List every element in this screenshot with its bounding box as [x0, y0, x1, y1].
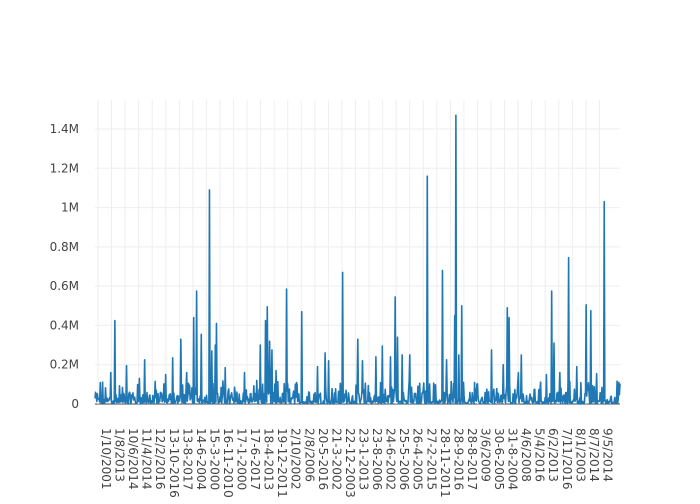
x-tick-label: 19-12-2011 — [275, 428, 289, 498]
x-tick-label: 25-5-2006 — [397, 428, 411, 490]
y-tick-label: 1.2M — [50, 161, 79, 175]
x-tick-label: 6/2/2013 — [546, 428, 560, 482]
x-tick-label: 16-11-2010 — [221, 428, 235, 498]
x-tick-label: 14-6-2004 — [194, 428, 208, 490]
x-tick-label: 11/4/2014 — [140, 428, 154, 490]
x-tick-label: 8/7/2014 — [587, 428, 601, 482]
y-tick-label: 0.8M — [50, 240, 79, 254]
x-tick-label: 28-9-2016 — [451, 428, 465, 490]
x-tick-label: 2/8/2006 — [302, 428, 316, 482]
x-tick-label: 13-10-2016 — [167, 428, 181, 498]
x-tick-label: 7/11/2016 — [560, 428, 574, 490]
x-axis: 1/10/2001 1/8/2013 10/6/2014 11/4/2014 12/2/… — [99, 428, 614, 498]
x-tick-label: 28-8-2017 — [465, 428, 479, 490]
x-tick-label: 5/4/2016 — [533, 428, 547, 482]
x-tick-label: 26-4-2005 — [411, 428, 425, 490]
x-tick-label: 21-3-2002 — [329, 428, 343, 490]
x-tick-label: 13-8-2017 — [180, 428, 194, 490]
x-tick-label: 1/10/2001 — [99, 428, 113, 490]
x-tick-label: 27-2-2015 — [424, 428, 438, 490]
series-line — [94, 114, 621, 405]
x-tick-label: 3/6/2009 — [478, 428, 492, 482]
y-tick-label: 0.2M — [50, 358, 79, 372]
y-tick-label: 1.4M — [50, 122, 79, 136]
x-tick-label: 20-5-2016 — [316, 428, 330, 490]
series-layer — [94, 114, 621, 405]
x-tick-label: 24-6-2002 — [384, 428, 398, 490]
x-tick-label: 8/1/2003 — [573, 428, 587, 482]
x-tick-label: 12/2/2016 — [153, 428, 167, 490]
x-tick-label: 10/6/2014 — [126, 428, 140, 490]
x-tick-label: 1/8/2013 — [113, 428, 127, 482]
y-tick-label: 1M — [61, 201, 79, 215]
x-tick-label: 17-6-2017 — [248, 428, 262, 490]
x-tick-label: 17-1-2000 — [235, 428, 249, 490]
x-tick-label: 22-12-2003 — [343, 428, 357, 498]
x-tick-label: 15-3-2000 — [207, 428, 221, 490]
x-tick-label: 9/5/2014 — [600, 428, 614, 482]
x-tick-label: 28-11-2011 — [438, 428, 452, 498]
x-tick-label: 31-8-2004 — [506, 428, 520, 490]
x-tick-label: 2/10/2002 — [289, 428, 303, 490]
x-tick-label: 23-8-2006 — [370, 428, 384, 490]
y-tick-label: 0.4M — [50, 318, 79, 332]
x-tick-label: 23-1-2013 — [357, 428, 371, 490]
y-tick-label: 0 — [71, 397, 79, 411]
y-tick-label: 0.6M — [50, 279, 79, 293]
x-tick-label: 18-4-2013 — [262, 428, 276, 490]
y-axis: 0 0.2M 0.4M 0.6M 0.8M 1M 1.2M 1.4M — [50, 122, 79, 411]
x-tick-label: 30-6-2005 — [492, 428, 506, 490]
x-tick-label: 4/6/2008 — [519, 428, 533, 482]
